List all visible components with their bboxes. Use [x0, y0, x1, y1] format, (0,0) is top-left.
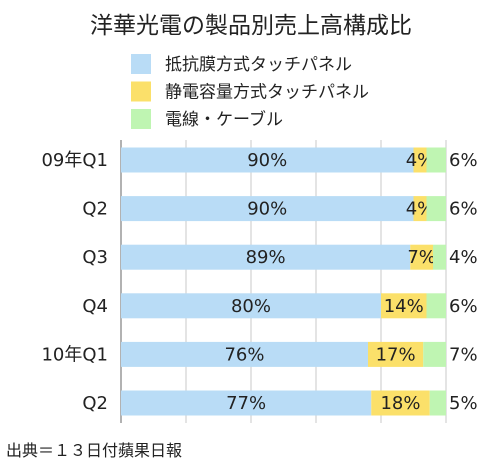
legend-label-2: 静電容量方式タッチパネル	[165, 83, 369, 103]
data-label: 76%	[224, 344, 264, 365]
bars: 90% 4% 6%90% 4% 6%89% 7% 4%80% 14% 6%76% 17% 7%77%…	[121, 147, 478, 416]
bar-segment	[426, 147, 446, 173]
source-note: 出典＝１３日付蘋果日報	[6, 441, 182, 460]
data-label: 89%	[246, 247, 286, 268]
category-label: 10年Q1	[41, 344, 108, 365]
data-label: 4%	[449, 247, 478, 268]
bar-segment	[121, 293, 381, 319]
data-label: 18%	[380, 393, 420, 414]
bar-segment	[121, 147, 414, 173]
bar-segment	[413, 147, 427, 173]
bar-segment	[426, 196, 446, 222]
bar-segment	[121, 390, 372, 416]
bar-segment	[433, 244, 446, 270]
category-label: Q3	[82, 247, 108, 268]
category-label: 09年Q1	[41, 150, 108, 171]
data-label: 6%	[449, 150, 478, 171]
legend-label-1: 抵抗膜方式タッチパネル	[165, 55, 352, 75]
data-label: 6%	[449, 199, 478, 220]
data-label: 77%	[226, 393, 266, 414]
data-label: 6%	[449, 296, 478, 317]
bar-segment	[121, 341, 368, 367]
bar-segment	[368, 341, 424, 367]
data-label: 90%	[247, 199, 287, 220]
bar-segment	[381, 293, 427, 319]
chart-title: 洋華光電の製品別売上高構成比	[90, 13, 412, 39]
bar-segment	[121, 244, 411, 270]
bar-segment	[429, 390, 446, 416]
data-label: 17%	[376, 344, 416, 365]
bar-segment	[410, 244, 433, 270]
category-label: Q2	[82, 199, 108, 220]
legend-swatch-3	[131, 109, 151, 129]
data-label: 5%	[449, 393, 478, 414]
gridlines	[120, 140, 447, 423]
bar-segment	[413, 196, 427, 222]
data-label: 80%	[231, 296, 271, 317]
bar-segment	[426, 293, 446, 319]
data-label: 7%	[407, 247, 436, 268]
bar-segment	[371, 390, 430, 416]
category-label: Q4	[82, 296, 108, 317]
category-label: Q2	[82, 393, 108, 414]
bar-segment	[423, 341, 446, 367]
legend-swatch-2	[131, 81, 151, 102]
legend-swatch-1	[131, 54, 151, 74]
data-label: 14%	[384, 296, 424, 317]
legend-label-3: 電線・ケーブル	[165, 109, 283, 130]
data-label: 90%	[247, 150, 287, 171]
bar-segment	[121, 196, 414, 222]
category-labels: 09年Q1 Q2 Q3 Q4 10年Q1 Q2	[41, 150, 108, 414]
data-label: 7%	[449, 344, 478, 365]
